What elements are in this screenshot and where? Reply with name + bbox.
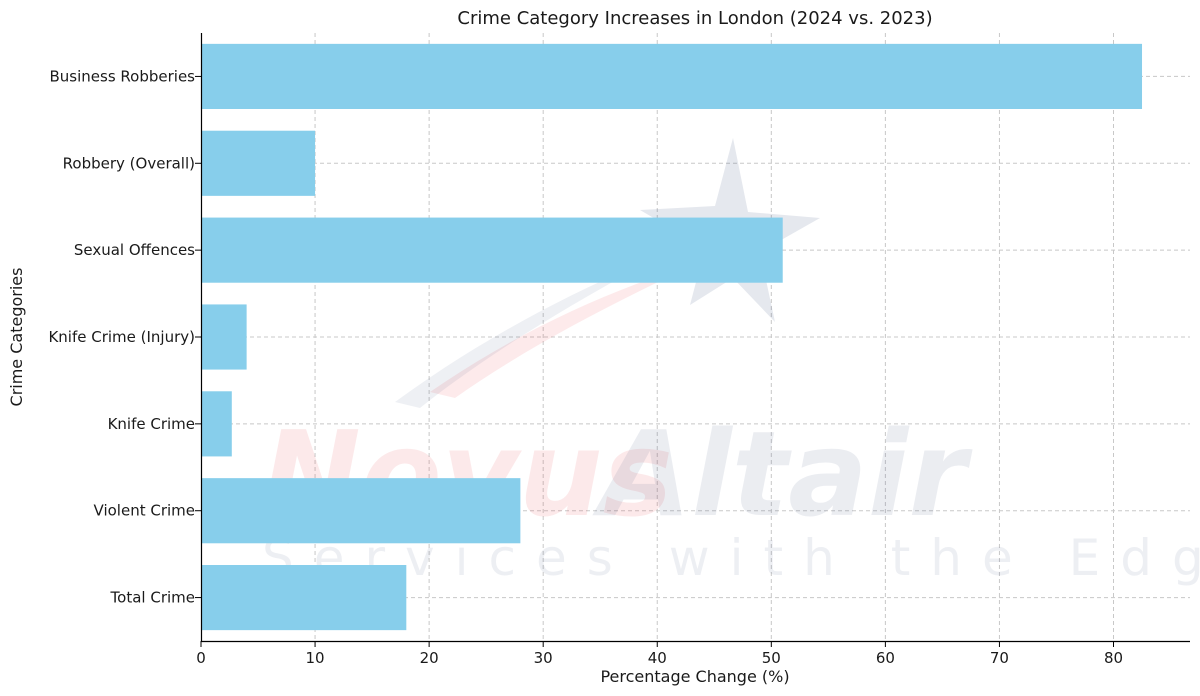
x-tick-label: 40: [648, 649, 667, 667]
bar-sexual-offences: [201, 217, 783, 283]
bar-violent-crime: [201, 478, 521, 544]
swoosh-red: [430, 262, 700, 398]
x-axis-ticks: 0 10 20 30 40 50 60 70 80: [196, 641, 1123, 667]
y-category-label: Business Robberies: [50, 67, 196, 85]
x-axis-label: Percentage Change (%): [600, 667, 789, 686]
y-category-label: Violent Crime: [94, 502, 195, 520]
bar-total-crime: [201, 565, 407, 631]
x-tick-label: 70: [990, 649, 1009, 667]
chart-title: Crime Category Increases in London (2024…: [457, 8, 932, 29]
bar-business-robberies: [201, 43, 1143, 109]
bar-robbery-overall: [201, 130, 316, 196]
x-tick-label: 50: [762, 649, 781, 667]
y-axis-categories: Total Crime Violent Crime Knife Crime Knife…: [48, 67, 201, 607]
x-tick-label: 80: [1104, 649, 1123, 667]
y-category-label: Total Crime: [110, 589, 195, 607]
y-axis-label: Crime Categories: [7, 268, 26, 407]
y-category-label: Sexual Offences: [74, 241, 195, 259]
x-tick-label: 30: [534, 649, 553, 667]
y-category-label: Knife Crime: [108, 415, 195, 433]
x-tick-label: 0: [196, 649, 206, 667]
watermark-brand-altair: Altair: [592, 405, 973, 543]
y-category-label: Knife Crime (Injury): [48, 328, 195, 346]
bar-knife-crime: [201, 391, 232, 457]
y-category-label: Robbery (Overall): [63, 154, 195, 172]
x-tick-label: 20: [420, 649, 439, 667]
x-tick-label: 60: [876, 649, 895, 667]
swoosh-navy: [395, 256, 660, 408]
bar-knife-crime-injury: [201, 304, 247, 370]
x-tick-label: 10: [306, 649, 325, 667]
bars: [201, 43, 1143, 631]
